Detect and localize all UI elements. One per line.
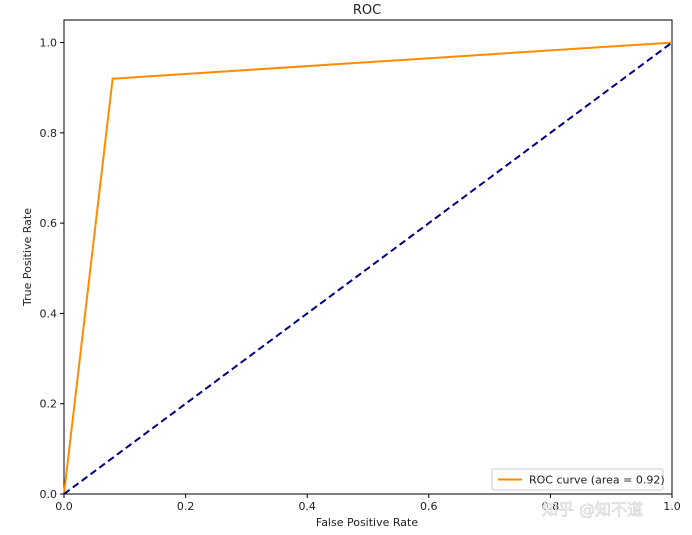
y-tick-label: 1.0 [40,37,58,50]
y-axis-label: True Positive Rate [21,208,34,307]
watermark-text: 知乎 @知不道 [542,500,643,519]
y-axis-ticks: 0.0 0.2 0.4 0.6 0.8 1.0 [40,37,64,501]
chance-diagonal-line [63,41,673,495]
x-tick-label: 0.0 [55,500,73,513]
x-axis-label: False Positive Rate [316,516,418,529]
x-axis-ticks: 0.0 0.2 0.4 0.6 0.8 1.0 [55,494,681,513]
x-tick-label: 0.6 [420,500,438,513]
roc-curve-line [63,41,673,495]
y-tick-label: 0.8 [40,127,58,140]
y-tick-label: 0.0 [40,488,58,501]
x-tick-label: 0.2 [177,500,195,513]
y-tick-label: 0.6 [40,217,58,230]
x-tick-label: 0.8 [542,500,560,513]
x-tick-label: 0.4 [298,500,316,513]
legend-entry-roc-curve: ROC curve (area = 0.92) [529,474,665,487]
chart-title: ROC [353,3,381,18]
y-tick-label: 0.4 [40,307,58,320]
y-tick-label: 0.2 [40,398,58,411]
legend: ROC curve (area = 0.92) [491,468,665,491]
plot-marks [63,41,673,495]
x-tick-label: 1.0 [663,500,681,513]
legend-box [491,468,664,491]
plot-area [63,19,673,495]
